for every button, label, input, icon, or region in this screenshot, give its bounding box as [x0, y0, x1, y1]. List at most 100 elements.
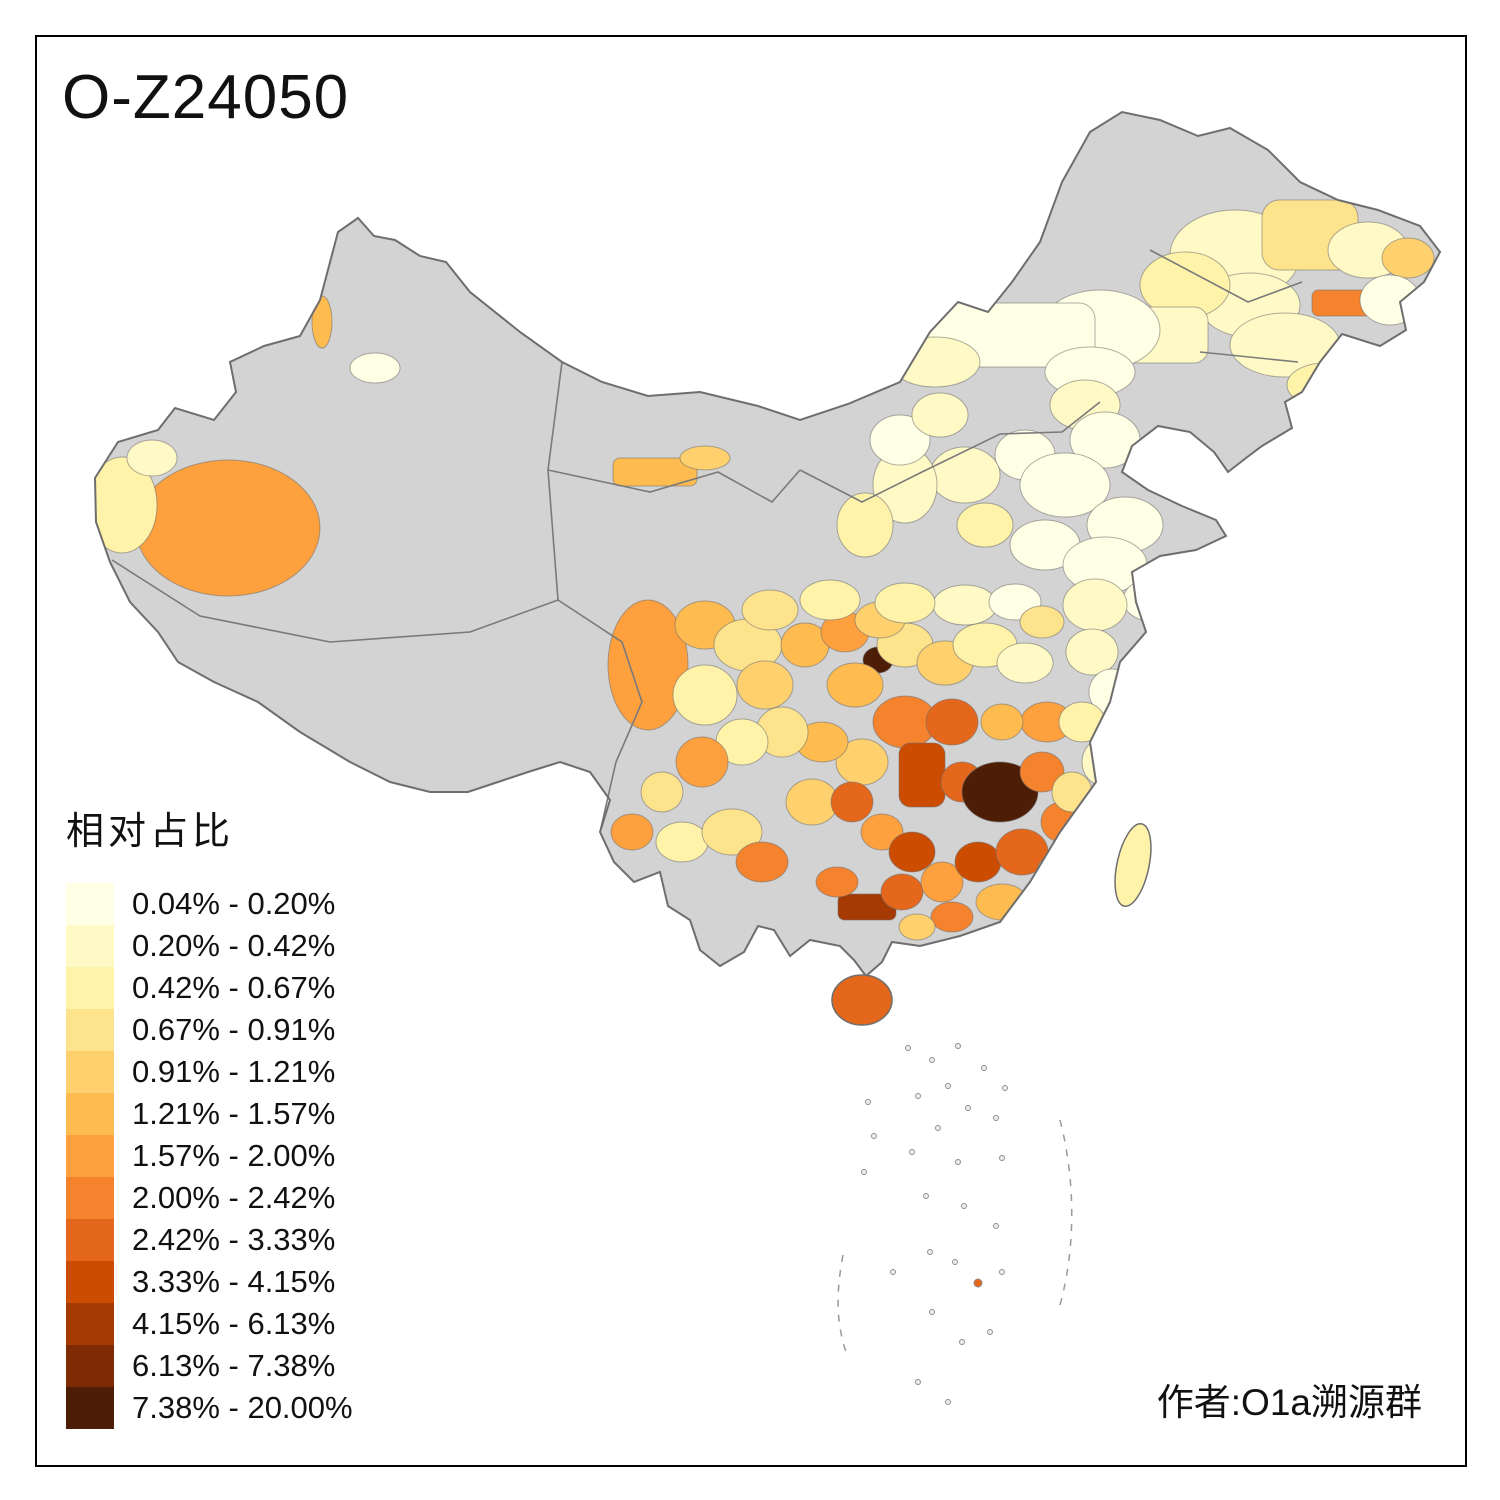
- south-china-sea-islands: [862, 1044, 1008, 1405]
- map-region: [1382, 238, 1434, 278]
- legend-item: 0.67% - 0.91%: [66, 1009, 353, 1051]
- legend-item: 6.13% - 7.38%: [66, 1345, 353, 1387]
- sea-islet: [966, 1106, 971, 1111]
- legend-item: 2.00% - 2.42%: [66, 1177, 353, 1219]
- sea-boundary-dashes: [838, 1120, 1072, 1352]
- legend-swatch: [66, 1135, 114, 1177]
- map-region: [676, 737, 728, 787]
- legend-title: 相对占比: [66, 800, 353, 855]
- map-region: [926, 699, 978, 745]
- map-region: [976, 884, 1028, 920]
- map-region: [1063, 579, 1127, 631]
- map-region: [1020, 606, 1064, 638]
- legend-item: 1.57% - 2.00%: [66, 1135, 353, 1177]
- legend-label: 0.20% - 0.42%: [132, 928, 335, 964]
- taiwan-island: [1109, 821, 1158, 910]
- map-region: [881, 874, 923, 910]
- legend-label: 3.33% - 4.15%: [132, 1264, 335, 1300]
- legend-swatch: [66, 883, 114, 925]
- legend-label: 0.67% - 0.91%: [132, 1012, 335, 1048]
- map-region: [611, 814, 653, 850]
- map-region: [1052, 772, 1092, 812]
- sea-islet: [960, 1340, 965, 1345]
- legend-panel: 相对占比 0.04% - 0.20% 0.20% - 0.42% 0.42% - 0…: [66, 800, 353, 1429]
- legend-item: 0.91% - 1.21%: [66, 1051, 353, 1093]
- map-region: [827, 663, 883, 707]
- map-region: [957, 503, 1013, 547]
- sea-islet: [946, 1084, 951, 1089]
- sea-islet: [953, 1260, 958, 1265]
- map-region: [816, 867, 858, 897]
- sea-islet: [916, 1094, 921, 1099]
- sea-islet: [982, 1066, 987, 1071]
- sea-islet: [872, 1134, 877, 1139]
- sea-islet: [936, 1126, 941, 1131]
- legend-label: 0.42% - 0.67%: [132, 970, 335, 1006]
- map-region: [955, 842, 1001, 882]
- legend-swatch: [66, 1303, 114, 1345]
- map-region: [996, 829, 1048, 875]
- sea-islet: [906, 1046, 911, 1051]
- legend-swatch: [66, 1219, 114, 1261]
- legend-swatch: [66, 967, 114, 1009]
- map-region: [933, 585, 997, 625]
- sea-islet: [916, 1380, 921, 1385]
- map-region: [641, 772, 683, 812]
- map-region: [736, 842, 788, 882]
- legend-swatch: [66, 1177, 114, 1219]
- legend-items: 0.04% - 0.20% 0.20% - 0.42% 0.42% - 0.67% 0…: [66, 883, 353, 1429]
- sea-islet: [1003, 1086, 1008, 1091]
- map-region: [656, 822, 708, 862]
- map-region: [981, 704, 1023, 740]
- legend-label: 0.04% - 0.20%: [132, 886, 335, 922]
- legend-label: 7.38% - 20.00%: [132, 1390, 353, 1426]
- map-region: [742, 590, 798, 630]
- sea-islet: [930, 1310, 935, 1315]
- legend-swatch: [66, 925, 114, 967]
- map-region: [931, 902, 973, 932]
- map-region: [1287, 363, 1363, 407]
- sea-islet: [930, 1058, 935, 1063]
- map-region: [899, 743, 945, 807]
- sea-islet: [946, 1400, 951, 1405]
- legend-label: 2.42% - 3.33%: [132, 1222, 335, 1258]
- legend-item: 1.21% - 1.57%: [66, 1093, 353, 1135]
- map-region: [890, 337, 980, 387]
- map-region: [831, 782, 873, 822]
- legend-item: 4.15% - 6.13%: [66, 1303, 353, 1345]
- legend-item: 7.38% - 20.00%: [66, 1387, 353, 1429]
- legend-item: 0.20% - 0.42%: [66, 925, 353, 967]
- legend-label: 1.57% - 2.00%: [132, 1138, 335, 1174]
- map-region: [1072, 812, 1112, 852]
- map-region: [136, 460, 320, 596]
- map-region: [1066, 629, 1118, 675]
- legend-item: 2.42% - 3.33%: [66, 1219, 353, 1261]
- hainan-island: [832, 975, 892, 1025]
- legend-swatch: [66, 1261, 114, 1303]
- map-region: [127, 440, 177, 476]
- sea-islet: [891, 1270, 896, 1275]
- legend-swatch: [66, 1345, 114, 1387]
- legend-label: 2.00% - 2.42%: [132, 1180, 335, 1216]
- sea-islet: [862, 1170, 867, 1175]
- map-region: [875, 583, 935, 623]
- map-region: [786, 779, 838, 825]
- map-region: [899, 914, 935, 940]
- legend-swatch: [66, 1009, 114, 1051]
- sea-islet: [956, 1160, 961, 1165]
- plot-title: O-Z24050: [62, 62, 349, 133]
- map-region: [1059, 702, 1105, 742]
- map-region: [737, 661, 793, 709]
- sea-islet-colored: [974, 1279, 982, 1287]
- map-region: [1230, 313, 1340, 377]
- legend-item: 0.04% - 0.20%: [66, 883, 353, 925]
- map-region: [889, 832, 935, 872]
- sea-islet: [994, 1224, 999, 1229]
- legend-item: 0.42% - 0.67%: [66, 967, 353, 1009]
- legend-label: 4.15% - 6.13%: [132, 1306, 335, 1342]
- legend-label: 1.21% - 1.57%: [132, 1096, 335, 1132]
- legend-label: 6.13% - 7.38%: [132, 1348, 335, 1384]
- map-region: [997, 643, 1053, 683]
- sea-islet: [962, 1204, 967, 1209]
- sea-islet: [1000, 1270, 1005, 1275]
